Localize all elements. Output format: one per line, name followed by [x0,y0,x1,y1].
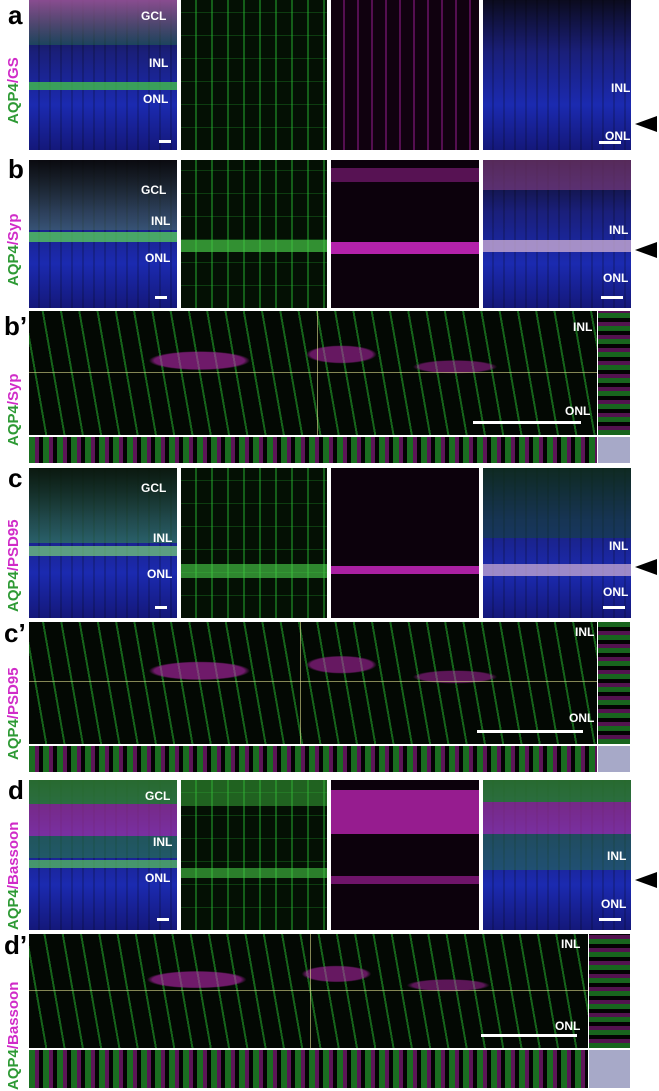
layer-label-gcl: GCL [141,183,167,197]
arrowhead-marker [635,872,657,888]
panel-letter-b: b [8,154,24,184]
scale-bar [599,141,621,144]
panel-a-overview-image: GCL INL ONL [29,0,177,150]
crosshair-horizontal [29,681,597,682]
panel-c-overview-image: GCL INL ONL [29,468,177,618]
panel-a-green-channel [181,0,327,150]
panel-c-prime-stain-label: AQP4/PSD95 [5,667,22,760]
panel-d-overview-image: GCL INL ONL [29,780,177,930]
panel-a-magenta-channel [331,0,479,150]
scale-bar [603,606,625,609]
panel-letter-c-prime: c’ [4,618,26,648]
layer-label-onl: ONL [565,404,591,418]
panel-b-stain-label: AQP4/Syp [5,213,22,286]
arrowhead-marker [635,116,657,132]
layer-label-inl: INL [153,531,173,545]
scale-bar [157,918,169,921]
orthogonal-xz-view [29,1050,588,1088]
scale-bar [477,730,583,733]
panel-b-overview-image: GCL INL ONL [29,160,177,308]
orthogonal-corner [589,1050,630,1088]
crosshair-vertical [300,622,301,744]
panel-letter-c: c [8,463,23,493]
layer-label-inl: INL [153,835,173,849]
orthogonal-xz-view [29,437,597,463]
scale-bar [601,296,623,299]
layer-label-inl: INL [609,223,629,237]
scale-bar [159,140,171,143]
scale-bar [155,606,167,609]
arrowhead-marker [635,242,657,258]
layer-label-inl: INL [575,625,595,639]
orthogonal-yz-view [589,934,630,1048]
panel-b-magenta-channel [331,160,479,308]
crosshair-vertical [310,934,311,1048]
layer-label-onl: ONL [147,567,173,581]
orthogonal-corner [598,437,630,463]
layer-label-inl: INL [573,320,593,334]
layer-label-inl: INL [151,214,171,228]
panel-d-prime-stain-label: AQP4/Bassoon [5,981,22,1090]
layer-label-inl: INL [561,937,581,951]
layer-label-onl: ONL [555,1019,581,1033]
orthogonal-xz-view [29,746,597,772]
layer-label-gcl: GCL [141,481,167,495]
panel-letter-d: d [8,775,24,805]
panel-c-merge-image: INL ONL [483,468,631,618]
panel-d-stain-label: AQP4/Bassoon [5,821,22,930]
scale-bar [599,918,621,921]
panel-c-prime-zoom-image: INL ONL [29,622,597,744]
panel-c-stain-label: AQP4/PSD95 [5,519,22,612]
layer-label-inl: INL [149,56,169,70]
crosshair-horizontal [29,990,588,991]
panel-a-merge-image: INL ONL [483,0,631,150]
layer-label-onl: ONL [603,271,629,285]
layer-label-onl: ONL [145,251,171,265]
layer-label-inl: INL [607,849,627,863]
scale-bar [155,296,167,299]
orthogonal-corner [598,746,630,772]
layer-label-onl: ONL [569,711,595,725]
panel-c-magenta-channel [331,468,479,618]
layer-label-onl: ONL [145,871,171,885]
layer-label-inl: INL [609,539,629,553]
panel-a-stain-label: AQP4/GS [5,57,22,124]
panel-b-merge-image: INL ONL [483,160,631,308]
crosshair-horizontal [29,372,597,373]
panel-c-green-channel [181,468,327,618]
layer-label-onl: ONL [603,585,629,599]
layer-label-gcl: GCL [145,789,171,803]
panel-d-merge-image: INL ONL [483,780,631,930]
panel-letter-d-prime: d’ [4,930,28,960]
panel-letter-a: a [8,0,23,30]
layer-label-onl: ONL [605,129,631,143]
arrowhead-marker [635,559,657,575]
crosshair-vertical [317,311,318,435]
orthogonal-yz-view [598,311,630,435]
panel-d-green-channel [181,780,327,930]
layer-label-inl: INL [611,81,631,95]
panel-b-prime-stain-label: AQP4/Syp [5,373,22,446]
panel-b-prime-zoom-image: INL ONL [29,311,597,435]
panel-d-prime-zoom-image: INL ONL [29,934,588,1048]
layer-label-gcl: GCL [141,9,167,23]
orthogonal-yz-view [598,622,630,744]
panel-b-green-channel [181,160,327,308]
scale-bar [473,421,581,424]
panel-letter-b-prime: b’ [4,311,28,341]
panel-d-magenta-channel [331,780,479,930]
layer-label-onl: ONL [601,897,627,911]
scale-bar [481,1034,577,1037]
layer-label-onl: ONL [143,92,169,106]
